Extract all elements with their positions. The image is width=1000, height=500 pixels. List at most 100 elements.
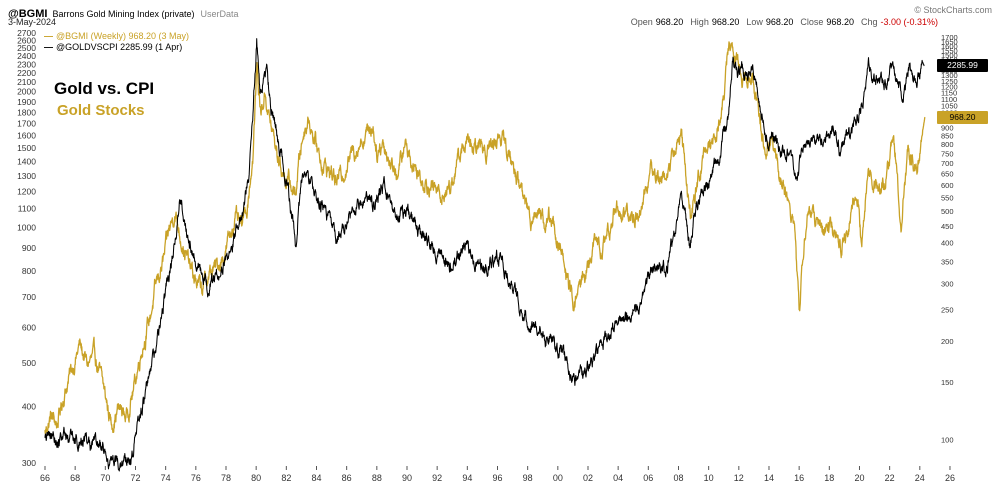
right-axis-labels: 100 150 200 250 300 350 400 450 500 550 600 650 7007… [941,33,958,444]
svg-text:1700: 1700 [941,33,958,42]
svg-text:12: 12 [734,473,744,483]
svg-text:1050: 1050 [941,102,958,111]
goldvscpi-line-swatch: — [44,42,53,52]
legend-series-bgmi: — @BGMI (Weekly) 968.20 (3 May) [44,31,190,41]
annotation-gold-stocks: Gold Stocks [57,102,145,119]
svg-text:500: 500 [22,358,36,368]
svg-text:400: 400 [22,402,36,412]
svg-text:2300: 2300 [17,59,36,69]
close-label: Close [800,17,824,27]
svg-text:18: 18 [824,473,834,483]
svg-text:1650: 1650 [941,37,958,46]
svg-text:2700: 2700 [17,28,36,38]
price-flag-bgmi: 968.20 [937,111,988,124]
svg-text:900: 900 [22,243,36,253]
series-line-bgmi [44,41,926,435]
high-value: 968.20 [711,17,740,27]
svg-text:600: 600 [941,181,954,190]
svg-text:1200: 1200 [17,187,36,197]
svg-text:16: 16 [794,473,804,483]
svg-text:84: 84 [311,473,321,483]
svg-text:1600: 1600 [941,42,958,51]
svg-text:200: 200 [941,337,954,346]
svg-text:750: 750 [941,149,954,158]
legend-series-goldvscpi: — @GOLDVSCPI 2285.99 (1 Apr) [44,42,183,52]
svg-text:1700: 1700 [17,119,36,129]
svg-text:68: 68 [70,473,80,483]
svg-text:24: 24 [915,473,925,483]
svg-text:98: 98 [523,473,533,483]
annotation-gold-vs-cpi: Gold vs. CPI [54,79,155,98]
svg-text:1900: 1900 [17,97,36,107]
chart-header: @BGMI Barrons Gold Mining Index (private)… [8,4,239,22]
svg-text:350: 350 [941,258,954,267]
svg-text:82: 82 [281,473,291,483]
svg-text:1300: 1300 [17,171,36,181]
svg-text:300: 300 [941,280,954,289]
chart-title: Barrons Gold Mining Index (private) [52,9,195,19]
svg-text:02: 02 [583,473,593,483]
svg-text:850: 850 [941,132,954,141]
svg-text:250: 250 [941,305,954,314]
data-source-label: UserData [200,9,239,19]
bgmi-line-swatch: — [44,31,53,41]
svg-text:76: 76 [191,473,201,483]
svg-text:400: 400 [941,239,954,248]
svg-text:2000: 2000 [17,87,36,97]
svg-text:1150: 1150 [941,89,957,98]
svg-text:1500: 1500 [17,143,36,153]
left-axis-labels: 300 400 500 600 700 800 900 1000 1100 1200 1300 140… [17,28,36,468]
stockcharts-copyright-link[interactable]: © StockCharts.com [914,5,992,15]
svg-text:550: 550 [941,193,954,202]
quote-bar: Open 968.20 High 968.20 Low 968.20 Close 968.20… [624,17,938,27]
chart-date: 3-May-2024 [8,17,57,27]
svg-text:700: 700 [941,159,954,168]
svg-text:88: 88 [372,473,382,483]
svg-text:2400: 2400 [17,51,36,61]
open-value: 968.20 [655,17,684,27]
low-value: 968.20 [765,17,794,27]
low-label: Low [746,17,763,27]
svg-text:300: 300 [22,458,36,468]
svg-text:80: 80 [251,473,261,483]
svg-text:500: 500 [941,207,954,216]
svg-text:1300: 1300 [941,71,958,80]
svg-text:1500: 1500 [941,51,958,60]
svg-text:1400: 1400 [17,157,36,167]
chart-legend: — @BGMI (Weekly) 968.20 (3 May) — @GOLDVSC… [44,31,189,53]
svg-text:22: 22 [885,473,895,483]
svg-text:10: 10 [704,473,714,483]
svg-text:150: 150 [941,378,954,387]
price-flag-goldvscpi: 2285.99 [937,59,988,72]
svg-text:1200: 1200 [941,83,958,92]
chg-label: Chg [860,17,878,27]
svg-text:78: 78 [221,473,231,483]
svg-text:1100: 1100 [941,95,957,104]
svg-text:72: 72 [130,473,140,483]
svg-text:1250: 1250 [941,77,958,86]
svg-text:800: 800 [941,140,954,149]
svg-text:1600: 1600 [17,130,36,140]
svg-text:70: 70 [100,473,110,483]
svg-text:92: 92 [432,473,442,483]
close-value: 968.20 [826,17,854,27]
svg-text:1800: 1800 [17,107,36,117]
svg-text:100: 100 [941,436,954,445]
chg-value: -3.00 (-0.31%) [880,17,938,27]
svg-text:2100: 2100 [17,77,36,87]
svg-text:86: 86 [342,473,352,483]
svg-text:650: 650 [941,170,954,179]
svg-text:700: 700 [22,292,36,302]
svg-text:66: 66 [40,473,50,483]
symbol-label: @BGMI [8,8,48,20]
svg-text:800: 800 [22,266,36,276]
svg-text:96: 96 [492,473,502,483]
svg-text:1000: 1000 [17,222,36,232]
open-label: Open [630,17,653,27]
svg-text:20: 20 [854,473,864,483]
svg-text:2500: 2500 [17,43,36,53]
svg-text:74: 74 [161,473,171,483]
high-label: High [690,17,709,27]
